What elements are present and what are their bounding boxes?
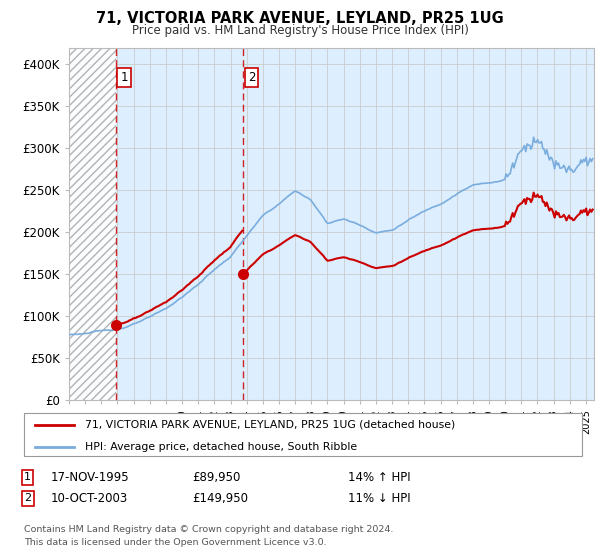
Text: £89,950: £89,950 [192,470,241,484]
Text: Price paid vs. HM Land Registry's House Price Index (HPI): Price paid vs. HM Land Registry's House … [131,24,469,36]
Text: HPI: Average price, detached house, South Ribble: HPI: Average price, detached house, Sout… [85,442,358,452]
Text: 10-OCT-2003: 10-OCT-2003 [51,492,128,505]
Text: 14% ↑ HPI: 14% ↑ HPI [348,470,410,484]
Bar [69,48,116,400]
Text: 1: 1 [24,472,31,482]
Text: 11% ↓ HPI: 11% ↓ HPI [348,492,410,505]
Text: Contains HM Land Registry data © Crown copyright and database right 2024.
This d: Contains HM Land Registry data © Crown c… [24,525,394,547]
Text: 17-NOV-1995: 17-NOV-1995 [51,470,130,484]
Text: 71, VICTORIA PARK AVENUE, LEYLAND, PR25 1UG: 71, VICTORIA PARK AVENUE, LEYLAND, PR25 … [96,11,504,26]
Text: £149,950: £149,950 [192,492,248,505]
Text: 1: 1 [121,71,128,84]
Text: 2: 2 [248,71,256,84]
Text: 71, VICTORIA PARK AVENUE, LEYLAND, PR25 1UG (detached house): 71, VICTORIA PARK AVENUE, LEYLAND, PR25 … [85,420,455,430]
Text: 2: 2 [24,493,31,503]
